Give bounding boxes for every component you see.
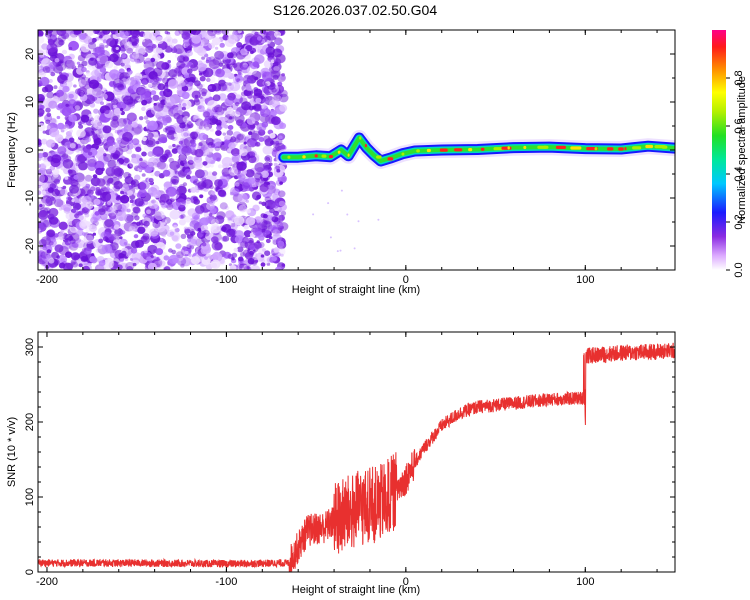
spectrogram-x-tick: -100 — [215, 274, 237, 286]
spectrogram-y-tick: 0 — [24, 147, 36, 153]
snr-ticks: -200 -100 0 100 0 100 200 300 — [24, 331, 675, 588]
noise-region — [38, 30, 380, 270]
spectrogram-y-tick: -10 — [24, 190, 36, 206]
snr-x-tick: -200 — [36, 576, 58, 588]
spectrogram-x-tick: 100 — [576, 274, 594, 286]
snr-x-tick: -100 — [215, 576, 237, 588]
snr-y-label: SNR (10 * v/v) — [6, 417, 18, 487]
snr-panel: -200 -100 0 100 0 100 200 300 Height of straigh… — [6, 331, 676, 596]
colorbar-tick: 0.6 — [733, 118, 745, 133]
snr-y-tick: 300 — [24, 338, 36, 356]
spectrogram-y-label: Frequency (Hz) — [6, 112, 18, 188]
colorbar-tick: 0.4 — [733, 166, 745, 181]
colorbar-tick: 0.8 — [733, 70, 745, 85]
spectrogram-y-tick: 20 — [24, 48, 36, 60]
frequency-trace — [275, 130, 675, 169]
spectrogram-y-tick: -20 — [24, 238, 36, 254]
snr-y-tick: 200 — [24, 413, 36, 431]
snr-y-tick: 100 — [24, 488, 36, 506]
colorbar-tick: 0.0 — [733, 262, 745, 277]
colorbar-label: Normalized spectral amplitude — [736, 76, 748, 224]
snr-x-tick: 0 — [403, 576, 409, 588]
spectrogram-y-tick: 10 — [24, 96, 36, 108]
snr-x-tick: 100 — [576, 576, 594, 588]
colorbar-ticks: 0.0 0.2 0.4 0.6 0.8 — [726, 70, 745, 278]
colorbar: 0.0 0.2 0.4 0.6 0.8 Normalized spectral ampl… — [712, 30, 748, 278]
spectrogram-x-tick: -200 — [36, 274, 58, 286]
colorbar-gradient — [712, 30, 726, 270]
spectrogram-x-label: Height of straight line (km) — [292, 284, 420, 296]
colorbar-tick: 0.2 — [733, 214, 745, 229]
snr-y-tick: 0 — [24, 569, 36, 575]
spectrogram-x-tick: 0 — [403, 274, 409, 286]
chart-title: S126.2026.037.02.50.G04 — [273, 2, 437, 18]
snr-x-label: Height of straight line (km) — [292, 584, 420, 596]
snr-series-line — [38, 342, 675, 572]
